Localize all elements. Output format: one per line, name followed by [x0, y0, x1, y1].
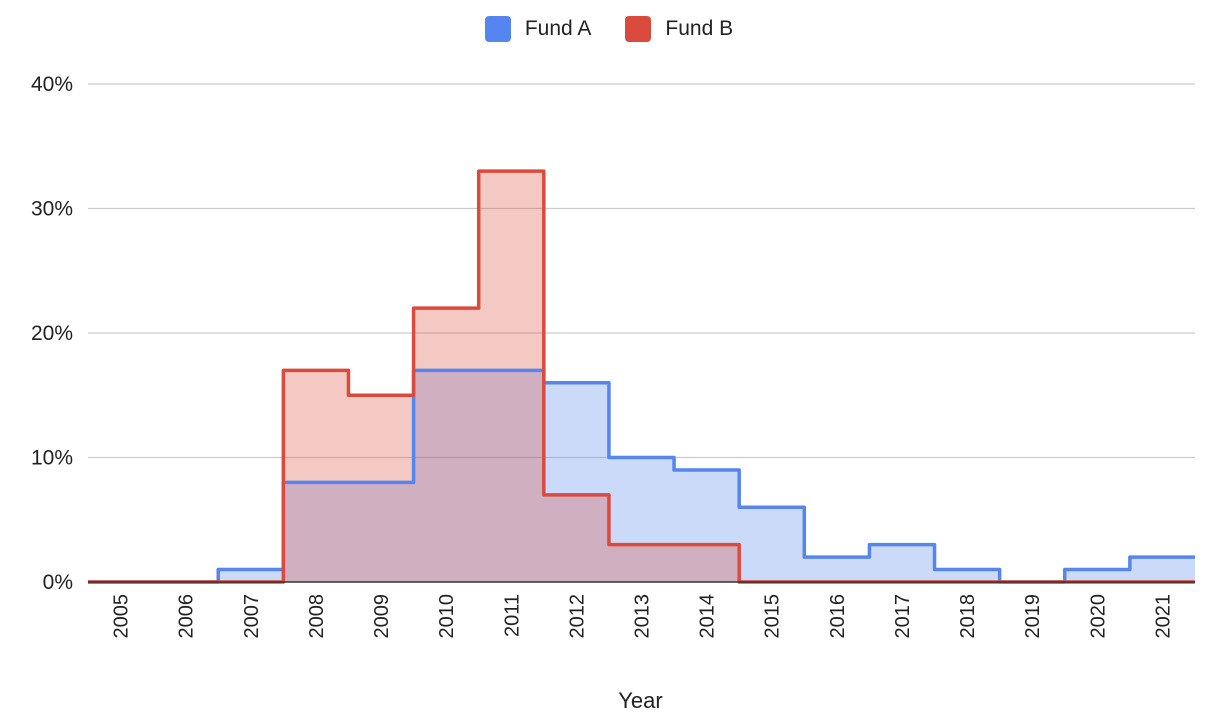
- x-tick-label: 2021: [1152, 594, 1174, 639]
- legend-swatch-fund-b: [625, 16, 652, 42]
- x-tick-label: 2014: [697, 594, 719, 639]
- x-tick: 2009: [371, 594, 393, 639]
- x-tick: 2013: [632, 594, 654, 639]
- x-tick: 2011: [501, 594, 523, 637]
- series-layer: [88, 169, 1195, 584]
- x-tick-label: 2016: [827, 594, 849, 639]
- x-tick-label: 2017: [892, 594, 914, 639]
- gridlines: [88, 83, 1195, 459]
- x-tick-label: 2019: [1022, 594, 1044, 639]
- x-tick: 2017: [892, 594, 914, 639]
- x-axis-title: Year: [618, 688, 662, 713]
- x-tick: 2007: [241, 594, 263, 639]
- legend-item-fund-a[interactable]: Fund A: [484, 16, 592, 42]
- series-area-fund-b: [88, 171, 1195, 582]
- x-tick: 2015: [762, 594, 784, 639]
- series-area-fund-a: [88, 370, 1195, 582]
- x-tick: 2006: [176, 594, 198, 639]
- x-tick-label: 2010: [436, 594, 458, 639]
- x-tick: 2012: [566, 594, 588, 639]
- x-tick-label: 2012: [566, 594, 588, 639]
- x-tick: 2019: [1022, 594, 1044, 639]
- y-tick-label: 30%: [31, 198, 73, 221]
- legend-label-fund-a: Fund A: [524, 17, 592, 40]
- x-tick-label: 2011: [501, 594, 523, 637]
- y-tick-label: 10%: [31, 447, 73, 470]
- x-tick-label: 2020: [1087, 594, 1109, 639]
- x-tick: 2018: [957, 594, 979, 639]
- legend-item-fund-b[interactable]: Fund B: [625, 16, 733, 42]
- y-tick-label: 20%: [31, 322, 73, 345]
- x-tick-label: 2018: [957, 594, 979, 639]
- x-tick-label: 2006: [176, 594, 198, 639]
- x-axis-ticks: 2005 2006 2007 2008 2009 2010 2011 2012 2013 2014…: [111, 594, 1175, 639]
- x-tick-label: 2005: [111, 594, 133, 639]
- x-tick-label: 2009: [371, 594, 393, 639]
- x-tick: 2016: [827, 594, 849, 639]
- chart-legend: Fund A Fund B: [0, 16, 1218, 42]
- x-tick-label: 2015: [762, 594, 784, 639]
- x-tick: 2021: [1152, 594, 1174, 639]
- y-axis-ticks: 0% 10% 20% 30% 40%: [31, 73, 73, 594]
- y-tick-label: 40%: [31, 73, 73, 96]
- legend-label-fund-b: Fund B: [665, 17, 734, 40]
- x-tick-label: 2007: [241, 594, 263, 639]
- x-tick: 2020: [1087, 594, 1109, 639]
- x-tick: 2005: [111, 594, 133, 639]
- x-tick: 2014: [697, 594, 719, 639]
- x-tick-label: 2008: [306, 594, 328, 639]
- x-tick: 2010: [436, 594, 458, 639]
- legend-swatch-fund-a: [484, 16, 511, 42]
- x-tick-label: 2013: [632, 594, 654, 639]
- y-tick-label: 0%: [43, 571, 73, 594]
- x-tick: 2008: [306, 594, 328, 639]
